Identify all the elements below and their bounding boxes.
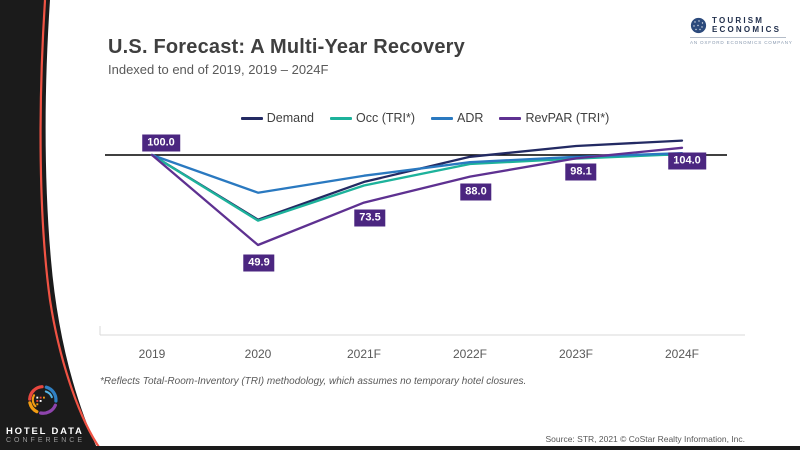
series-line-adr <box>150 152 684 194</box>
line-chart <box>95 128 755 343</box>
legend-swatch <box>240 116 263 120</box>
page-title: U.S. Forecast: A Multi-Year Recovery <box>108 36 465 58</box>
legend-item-demand: Demand <box>240 111 314 125</box>
legend-label: RevPAR (TRI*) <box>525 111 610 125</box>
data-label-2023f: 98.1 <box>565 163 597 181</box>
tourism-economics-logo: TOURISM ECONOMICS AN OXFORD ECONOMICS CO… <box>690 16 793 45</box>
x-axis-label-2022f: 2022F <box>452 347 488 361</box>
source-credit: Source: STR, 2021 © CoStar Realty Inform… <box>545 434 746 444</box>
data-label-2020: 49.9 <box>243 254 275 272</box>
data-label-2019: 100.0 <box>142 134 180 152</box>
tourism-economics-name-line1: TOURISM <box>712 16 765 25</box>
x-axis-label-2021f: 2021F <box>346 347 382 361</box>
legend-swatch <box>431 116 454 120</box>
footnote: *Reflects Total-Room-Inventory (TRI) met… <box>100 376 527 387</box>
x-axis-label-2023f: 2023F <box>558 347 594 361</box>
legend-item-occ-tri: Occ (TRI*) <box>330 111 415 125</box>
legend-label: Demand <box>266 111 314 125</box>
tourism-economics-name-line2: ECONOMICS <box>712 25 782 34</box>
x-axis-label-2019: 2019 <box>138 347 166 361</box>
x-axis-label-2020: 2020 <box>244 347 272 361</box>
tourism-economics-tagline: AN OXFORD ECONOMICS COMPANY <box>690 40 793 45</box>
data-label-2024f: 104.0 <box>668 152 706 170</box>
data-label-2022f: 88.0 <box>460 183 492 201</box>
legend-swatch <box>330 116 352 120</box>
left-swoosh-decoration <box>0 0 102 450</box>
series-line-occ-tri <box>150 152 684 222</box>
page-subtitle: Indexed to end of 2019, 2019 – 2024F <box>108 62 329 77</box>
legend-item-adr: ADR <box>431 111 483 125</box>
legend-label: Occ (TRI*) <box>356 111 416 125</box>
legend-label: ADR <box>457 111 484 125</box>
bottom-edge-bar <box>0 446 800 450</box>
chart-legend: Demand Occ (TRI*) ADR RevPAR (TRI*) <box>95 111 755 125</box>
data-label-2021f: 73.5 <box>354 209 386 227</box>
hotel-data-conference-line1: HOTEL DATA <box>6 426 84 437</box>
legend-item-revpar-tri: RevPAR (TRI*) <box>499 111 609 125</box>
series-line-demand <box>150 139 684 221</box>
tourism-economics-divider <box>690 37 786 38</box>
globe-icon <box>690 17 707 33</box>
hotel-data-conference-logo: HOTEL DATA CONFERENCE <box>6 381 86 444</box>
hotel-data-conference-line2: CONFERENCE <box>6 437 86 444</box>
series-line-revpar-tri <box>150 146 684 247</box>
hotel-data-conference-icon <box>28 385 58 415</box>
x-axis-label-2024f: 2024F <box>664 347 700 361</box>
legend-swatch <box>499 116 522 120</box>
